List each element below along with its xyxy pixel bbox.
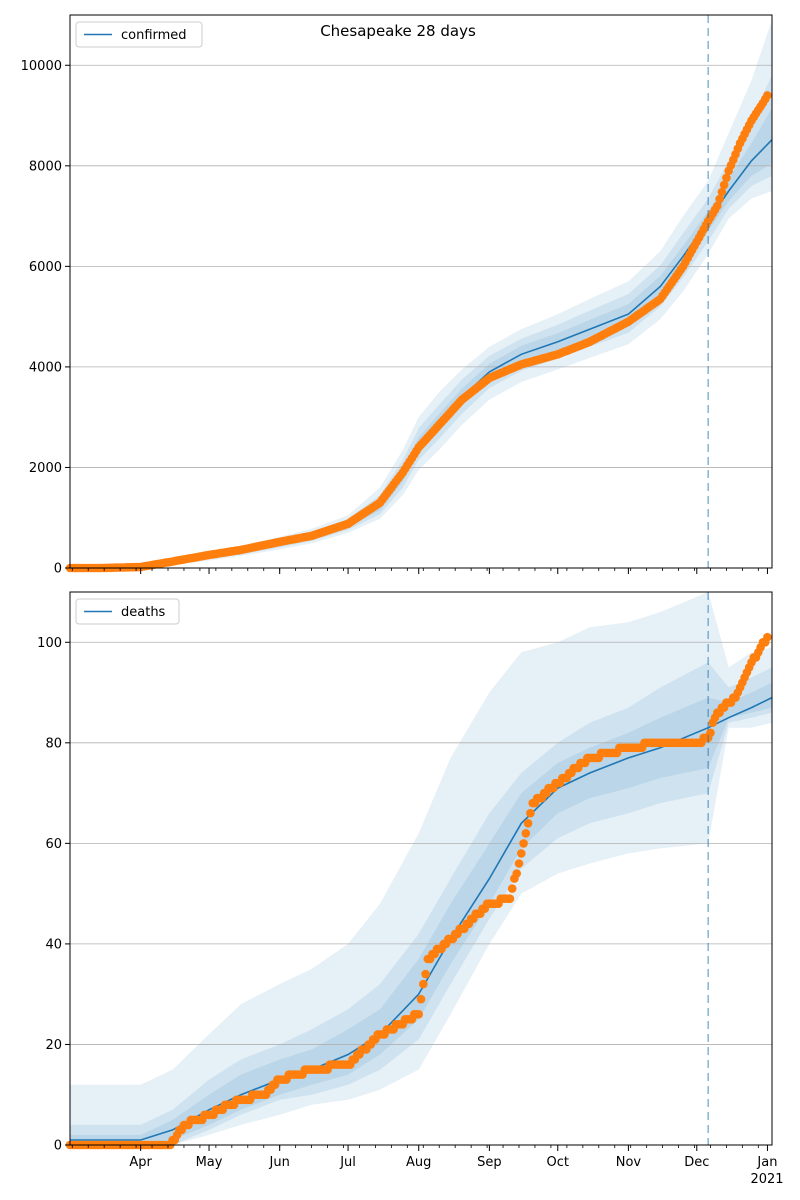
deaths-observed-point	[505, 894, 515, 903]
deaths-band-3	[70, 682, 772, 1145]
deaths-legend-label: deaths	[121, 605, 166, 620]
deaths-observed-point	[507, 884, 517, 893]
deaths-observed-point	[419, 979, 428, 989]
deaths-axes-frame	[69, 591, 773, 1146]
confirmed-panel: 0 2000 4000 6000 8000 10000 confirmed Chesape…	[21, 14, 773, 577]
deaths-observed-point	[519, 839, 528, 848]
deaths-observed-point	[421, 969, 430, 979]
deaths-x-axis: Apr May Jun Jul Aug Sep Oct Nov Dec Jan	[71, 1145, 777, 1170]
xtick-label: Aug	[406, 1155, 431, 1170]
confirmed-y-axis: 0 2000 4000 6000 8000 10000	[21, 59, 70, 577]
confirmed-band-1	[70, 20, 772, 568]
deaths-observed-point	[521, 829, 531, 838]
confirmed-ytick-label: 6000	[29, 260, 62, 275]
xtick-label: Jul	[339, 1155, 356, 1170]
confirmed-observed-point	[722, 173, 731, 183]
deaths-uncertainty-bands	[70, 592, 772, 1145]
confirmed-observed-point	[717, 187, 727, 197]
deaths-observed-point	[414, 1010, 424, 1019]
deaths-observed-point	[512, 869, 521, 878]
xtick-label: Jan	[756, 1155, 777, 1170]
confirmed-band-3	[70, 108, 772, 568]
confirmed-model-line	[70, 139, 773, 569]
confirmed-observed-point	[715, 194, 724, 204]
confirmed-x-axis	[71, 568, 768, 574]
confirmed-legend: confirmed	[75, 21, 203, 48]
xtick-label: May	[196, 1155, 223, 1170]
xtick-label: Dec	[684, 1155, 709, 1170]
deaths-observed-point	[517, 849, 526, 858]
deaths-panel: 0 20 40 60 80 100 Apr May Jun Jul Aug Sep Oct Nov Dec…	[37, 591, 784, 1187]
chart-title: Chesapeake 28 days	[320, 22, 476, 40]
xtick-label: Sep	[477, 1155, 502, 1170]
confirmed-ytick-label: 4000	[29, 360, 62, 375]
deaths-observed-point	[763, 632, 772, 642]
deaths-band-1	[70, 592, 772, 1145]
confirmed-observed-point	[719, 180, 729, 190]
deaths-ytick-label: 60	[45, 837, 62, 852]
deaths-ytick-label: 80	[45, 736, 62, 751]
deaths-legend: deaths	[75, 598, 180, 625]
confirmed-gridlines	[70, 64, 772, 569]
confirmed-ytick-label: 8000	[29, 159, 62, 174]
confirmed-observed-points	[65, 91, 772, 573]
deaths-ytick-label: 20	[45, 1038, 62, 1053]
deaths-y-axis: 0 20 40 60 80 100	[37, 636, 70, 1154]
deaths-ytick-label: 100	[37, 636, 62, 651]
confirmed-observed-point	[763, 91, 772, 100]
xtick-label: Apr	[129, 1155, 152, 1170]
deaths-legend-box	[75, 598, 180, 625]
deaths-band-2	[70, 662, 772, 1145]
deaths-observed-point	[416, 994, 426, 1004]
confirmed-ytick-label: 10000	[21, 59, 62, 74]
confirmed-ytick-label: 0	[54, 562, 62, 577]
deaths-observed-point	[523, 819, 533, 828]
deaths-observed-point	[514, 859, 524, 868]
xtick-label: Oct	[547, 1155, 569, 1170]
confirmed-legend-box	[75, 21, 203, 48]
xtick-label: Nov	[616, 1155, 642, 1170]
deaths-ytick-label: 0	[54, 1139, 62, 1154]
confirmed-band-2	[70, 75, 772, 569]
xtick-label: Jun	[269, 1155, 290, 1170]
confirmed-legend-label: confirmed	[121, 28, 187, 43]
deaths-ytick-label: 40	[45, 937, 62, 952]
confirmed-observed-point	[713, 201, 722, 211]
deaths-observed-point	[706, 728, 715, 738]
confirmed-axes-frame	[69, 14, 773, 569]
deaths-observed-point	[526, 808, 535, 818]
x-axis-year-label: 2021	[750, 1172, 783, 1187]
confirmed-ytick-label: 2000	[29, 461, 62, 476]
